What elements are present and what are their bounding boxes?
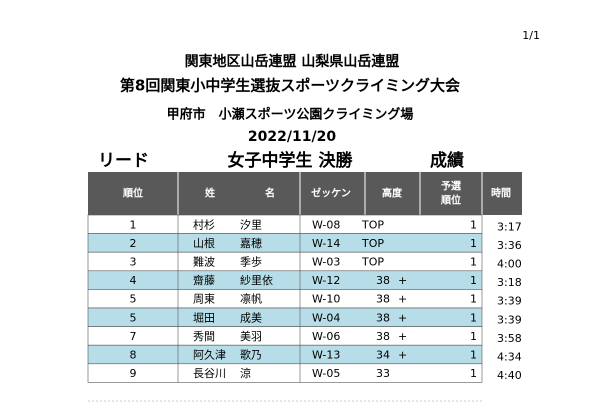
- prelim-rank: 1: [470, 218, 477, 231]
- rank: 4: [130, 274, 137, 287]
- bib: W-13: [312, 349, 340, 362]
- height: 38: [376, 311, 390, 324]
- prelim-rank: 1: [470, 349, 477, 362]
- bib: W-04: [312, 311, 340, 324]
- family-name: 難波: [193, 256, 215, 269]
- row-bg: [87, 233, 483, 253]
- prelim-rank: 1: [470, 330, 477, 343]
- row-bg: [87, 307, 483, 327]
- column-header: 順位: [440, 194, 461, 207]
- column-header: ゼッケン: [311, 187, 351, 200]
- prelim-rank: 1: [470, 274, 477, 287]
- row-bg: [87, 326, 483, 346]
- bib: W-14: [312, 237, 340, 250]
- bib: W-06: [312, 330, 340, 343]
- time: 3:58: [497, 332, 522, 345]
- bib: W-05: [312, 367, 340, 380]
- bib: W-10: [312, 293, 340, 306]
- given-name: 歌乃: [240, 348, 262, 362]
- discipline: リード: [98, 151, 149, 171]
- title: 第8回関東小中学生選抜スポーツクライミング大会: [120, 77, 460, 95]
- height: 38: [376, 274, 390, 287]
- given-name: 汐里: [240, 217, 262, 231]
- family-name: 周東: [193, 293, 215, 306]
- time: 3:39: [497, 313, 522, 326]
- prelim-rank: 1: [470, 237, 477, 250]
- rank: 7: [130, 330, 137, 343]
- family-name: 村杉: [193, 217, 215, 231]
- prelim-rank: 1: [470, 311, 477, 324]
- time: 4:00: [497, 258, 522, 271]
- column-header: 高度: [382, 187, 403, 200]
- rank: 3: [130, 256, 137, 269]
- given-name: 美羽: [240, 330, 262, 343]
- bib: W-03: [312, 256, 340, 269]
- row-bg: [87, 251, 483, 272]
- given-name: 成美: [240, 311, 262, 324]
- rank: 2: [130, 237, 137, 250]
- row-bg: [87, 270, 483, 290]
- height: 38: [376, 293, 390, 306]
- given-name: 季歩: [240, 255, 262, 269]
- time: 3:17: [497, 220, 522, 233]
- category: 女子中学生 決勝: [228, 150, 354, 171]
- family-name: 堀田: [193, 311, 215, 324]
- bib: W-08: [312, 218, 340, 231]
- rank: 9: [130, 367, 137, 380]
- family-name: 長谷川: [193, 367, 226, 380]
- height: 33: [376, 367, 390, 380]
- height-modifier: +: [398, 349, 407, 362]
- venue: 甲府市 小瀬スポーツ公園クライミング場: [167, 107, 414, 123]
- height: TOP: [361, 218, 384, 231]
- family-name: 山根: [193, 236, 215, 250]
- rank: 8: [130, 349, 137, 362]
- column-header: 予選: [441, 180, 461, 193]
- prelim-rank: 1: [470, 256, 477, 269]
- family-name: 阿久津: [193, 349, 226, 362]
- row-bg: [87, 289, 483, 309]
- row-bg: [87, 344, 483, 365]
- height-modifier: +: [398, 330, 407, 343]
- rank: 5: [130, 293, 137, 306]
- bib: W-12: [312, 274, 340, 287]
- given-name: 涼: [240, 366, 251, 380]
- prelim-rank: 1: [470, 293, 477, 306]
- column-header: 名: [265, 187, 275, 200]
- time: 3:36: [497, 239, 522, 252]
- given-name: 凛帆: [240, 292, 262, 306]
- height-modifier: +: [398, 274, 407, 287]
- column-header: 姓: [204, 187, 215, 200]
- row-bg: [87, 363, 483, 383]
- page-number: 1/1: [522, 29, 540, 42]
- row-bg: [87, 214, 483, 234]
- given-name: 嘉穂: [240, 236, 262, 250]
- column-header: 順位: [122, 187, 143, 200]
- date: 2022/11/20: [248, 129, 336, 145]
- family-name: 秀間: [193, 330, 215, 343]
- family-name: 齋藤: [193, 273, 215, 287]
- height: TOP: [361, 237, 384, 250]
- height-modifier: +: [398, 293, 407, 306]
- prelim-rank: 1: [470, 367, 477, 380]
- header-bg: [88, 172, 522, 215]
- height-modifier: +: [398, 311, 407, 324]
- org: 関東地区山岳連盟 山梨県山岳連盟: [185, 53, 400, 70]
- time: 3:39: [497, 295, 522, 308]
- time: 3:18: [497, 276, 522, 289]
- given-name: 紗里依: [240, 274, 273, 287]
- result-label: 成績: [430, 150, 464, 171]
- results-table: 順位姓名ゼッケン 高度予選順位時間1 村杉 汐里 W-08 TOP 1 3:172 山根 嘉穂 W-…: [87, 172, 522, 402]
- height: 38: [376, 330, 390, 343]
- height: 34: [376, 349, 390, 362]
- time: 4:40: [497, 369, 522, 382]
- height: TOP: [361, 256, 384, 269]
- time: 4:34: [497, 351, 522, 364]
- rank: 5: [130, 311, 137, 324]
- rank: 1: [130, 218, 137, 231]
- column-header: 時間: [491, 187, 511, 200]
